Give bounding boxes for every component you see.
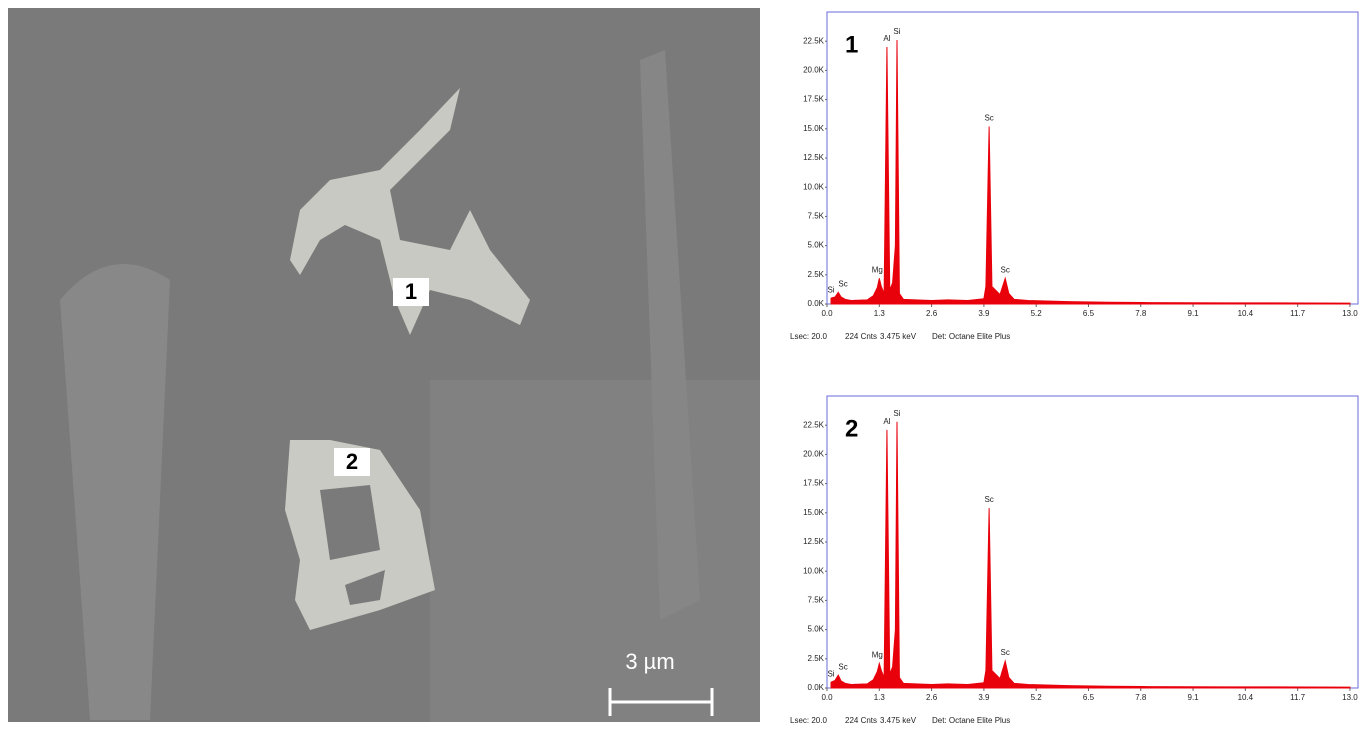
- x-tick-label: 5.2: [1031, 693, 1043, 702]
- scale-bar-label: 3 µm: [625, 649, 674, 674]
- x-tick-label: 7.8: [1135, 693, 1147, 702]
- y-tick-label: 5.0K: [808, 241, 825, 250]
- panel-label: 1: [845, 31, 858, 58]
- x-tick-label: 1.3: [874, 309, 886, 318]
- panel-label: 2: [845, 415, 858, 442]
- peak-label: Mg: [872, 651, 883, 660]
- y-tick-label: 2.5K: [808, 654, 825, 663]
- footer-text: Det: Octane Elite Plus: [932, 332, 1010, 341]
- x-tick-label: 10.4: [1238, 309, 1254, 318]
- peak-label: Mg: [872, 265, 883, 274]
- x-tick-label: 5.2: [1031, 309, 1043, 318]
- peak-label: Al: [883, 417, 890, 426]
- x-tick-label: 13.0: [1342, 693, 1358, 702]
- y-tick-label: 15.0K: [803, 508, 825, 517]
- x-tick-label: 13.0: [1342, 309, 1358, 318]
- x-tick-label: 9.1: [1188, 309, 1200, 318]
- y-tick-label: 2.5K: [808, 270, 825, 279]
- y-tick-label: 0.0K: [808, 299, 825, 308]
- peak-label: Sc: [1001, 648, 1010, 657]
- peak-label: Si: [893, 27, 900, 36]
- x-tick-label: 1.3: [874, 693, 886, 702]
- y-tick-label: 0.0K: [808, 683, 825, 692]
- y-tick-label: 10.0K: [803, 566, 825, 575]
- x-tick-label: 3.9: [978, 309, 990, 318]
- x-tick-label: 9.1: [1188, 693, 1200, 702]
- sem-region: [430, 380, 760, 722]
- peak-label: Sc: [984, 114, 993, 123]
- y-tick-label: 20.0K: [803, 450, 825, 459]
- x-tick-label: 0.0: [821, 309, 833, 318]
- x-tick-label: 6.5: [1083, 693, 1095, 702]
- x-tick-label: 7.8: [1135, 309, 1147, 318]
- peak-label: Al: [883, 34, 890, 43]
- y-tick-label: 12.5K: [803, 153, 825, 162]
- footer-text: Det: Octane Elite Plus: [932, 716, 1010, 725]
- y-tick-label: 17.5K: [803, 95, 825, 104]
- figure: 1 2 3 µm 0.0K2.5K5.0K7.5K10.0K12.5K15.0K…: [0, 0, 1365, 729]
- footer-text: 3.475 keV: [880, 332, 917, 341]
- peak-label: Si: [827, 669, 834, 678]
- plot-frame: [827, 396, 1358, 688]
- y-tick-label: 22.5K: [803, 420, 825, 429]
- x-tick-label: 11.7: [1290, 309, 1306, 318]
- x-tick-label: 2.6: [926, 309, 938, 318]
- sem-image: 1 2 3 µm: [8, 8, 760, 722]
- y-tick-label: 15.0K: [803, 124, 825, 133]
- y-tick-label: 17.5K: [803, 479, 825, 488]
- peak-label: Si: [893, 409, 900, 418]
- footer-text: 224 Cnts: [845, 716, 877, 725]
- footer-text: 224 Cnts: [845, 332, 877, 341]
- point-label: 1: [405, 279, 417, 304]
- point-label: 2: [346, 449, 358, 474]
- peak-label: Sc: [838, 279, 847, 288]
- y-tick-label: 22.5K: [803, 36, 825, 45]
- y-tick-label: 5.0K: [808, 625, 825, 634]
- y-tick-label: 10.0K: [803, 182, 825, 191]
- peak-label: Sc: [984, 495, 993, 504]
- footer-text: Lsec: 20.0: [790, 716, 827, 725]
- y-tick-label: 20.0K: [803, 66, 825, 75]
- x-tick-label: 6.5: [1083, 309, 1095, 318]
- peak-label: Sc: [838, 662, 847, 671]
- x-tick-label: 10.4: [1238, 693, 1254, 702]
- y-tick-label: 7.5K: [808, 212, 825, 221]
- x-tick-label: 3.9: [978, 693, 990, 702]
- x-tick-label: 2.6: [926, 693, 938, 702]
- peak-label: Si: [827, 285, 834, 294]
- x-tick-label: 0.0: [821, 693, 833, 702]
- y-tick-label: 12.5K: [803, 537, 825, 546]
- peak-label: Sc: [1001, 265, 1010, 274]
- x-tick-label: 11.7: [1290, 693, 1306, 702]
- page: 1 2 3 µm 0.0K2.5K5.0K7.5K10.0K12.5K15.0K…: [0, 0, 1365, 729]
- footer-text: Lsec: 20.0: [790, 332, 827, 341]
- y-tick-label: 7.5K: [808, 596, 825, 605]
- footer-text: 3.475 keV: [880, 716, 917, 725]
- plot-frame: [827, 12, 1358, 304]
